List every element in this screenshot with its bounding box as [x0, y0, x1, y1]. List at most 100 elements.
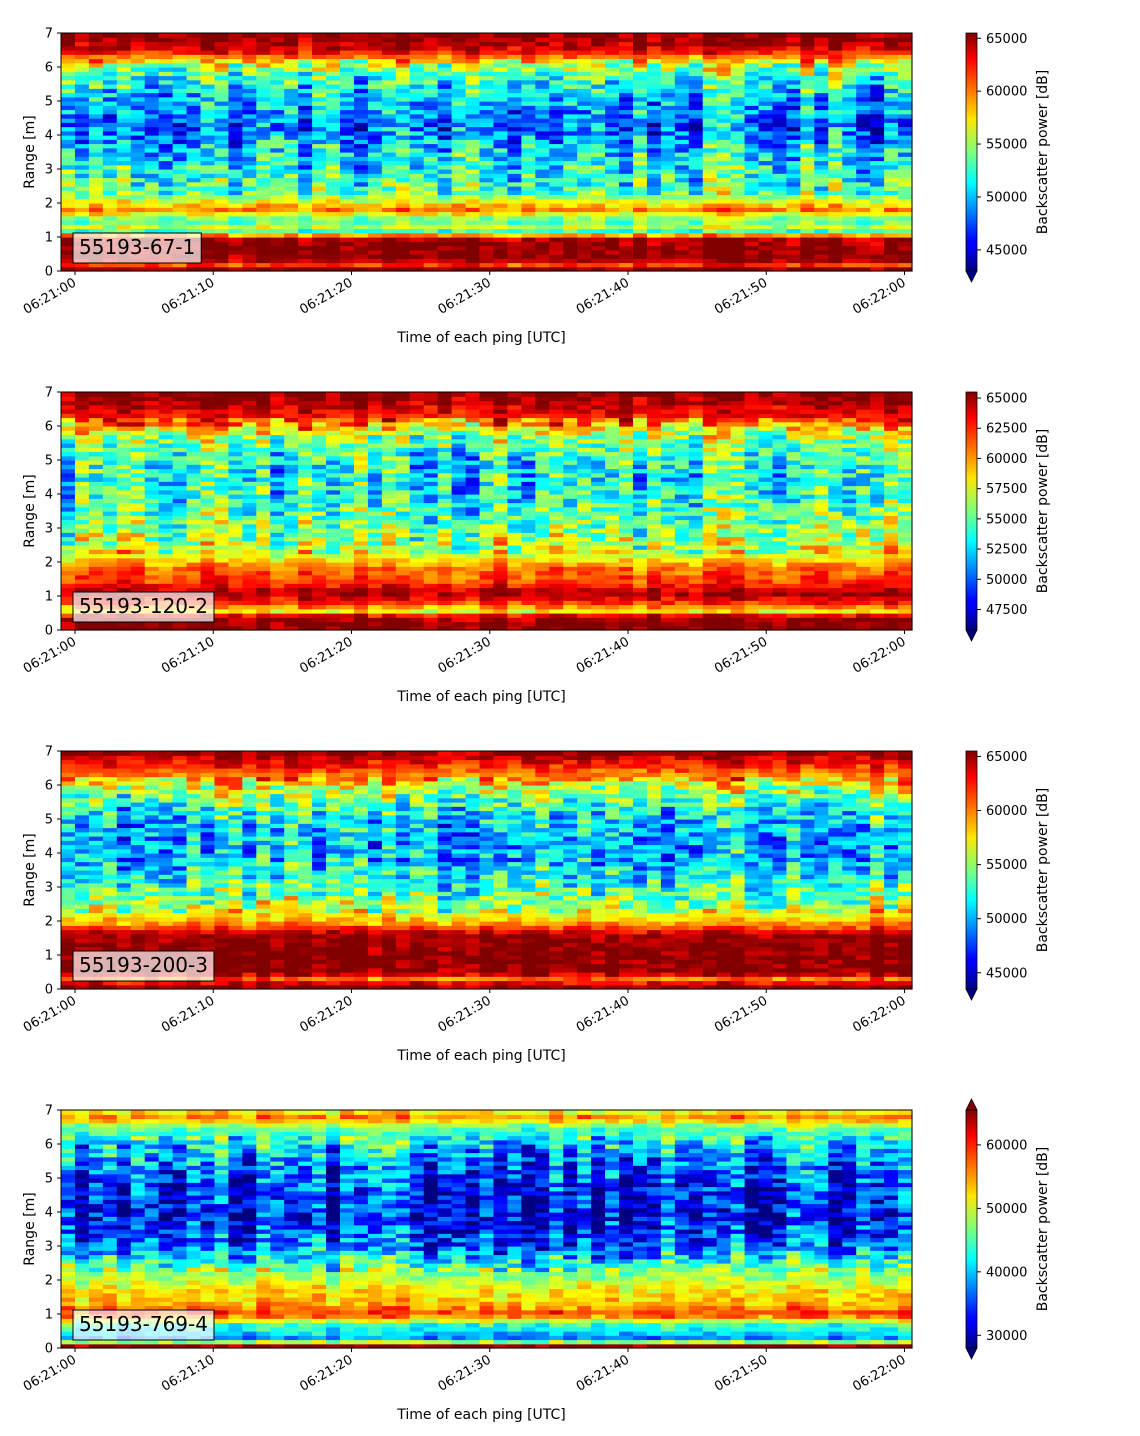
heatmap-cell [730, 173, 746, 179]
heatmap-cell [730, 105, 746, 111]
heatmap-cell [74, 472, 90, 478]
heatmap-cell [409, 545, 425, 550]
heatmap-cell [284, 608, 299, 614]
heatmap-cell [298, 164, 313, 170]
heatmap-cell [856, 258, 871, 264]
heatmap-cell [116, 392, 132, 397]
heatmap-cell [800, 37, 815, 43]
heatmap-cell [200, 152, 216, 157]
heatmap-cell [228, 587, 243, 593]
heatmap-cell [228, 562, 243, 567]
heatmap-cell [130, 194, 146, 200]
heatmap-cell [353, 617, 369, 623]
x-tick-label: 06:21:30 [436, 275, 494, 317]
heatmap-cell [549, 237, 564, 242]
heatmap-cell [381, 37, 397, 43]
heatmap-cell [353, 528, 369, 533]
heatmap-cell [730, 33, 746, 38]
heatmap-cell [479, 177, 495, 183]
heatmap-cell [423, 262, 439, 268]
heatmap-cell [465, 194, 481, 200]
heatmap-cell [493, 101, 509, 106]
heatmap-cell [298, 71, 313, 77]
heatmap-cell [437, 156, 453, 162]
heatmap-cell [395, 228, 411, 234]
heatmap-cell [437, 574, 453, 580]
heatmap-cell [632, 215, 648, 221]
heatmap-cell [465, 96, 481, 102]
heatmap-cell [214, 160, 230, 166]
heatmap-cell [367, 50, 383, 55]
heatmap-cell [158, 139, 174, 145]
heatmap-cell [214, 519, 230, 525]
heatmap-cell [74, 105, 90, 111]
heatmap-cell [186, 109, 202, 115]
heatmap-cell [256, 579, 271, 584]
heatmap-cell [88, 160, 104, 166]
heatmap-cell [326, 33, 341, 38]
heatmap-cell [898, 62, 913, 68]
heatmap-cell [395, 194, 411, 200]
heatmap-cell [312, 58, 327, 64]
heatmap-cell [298, 41, 313, 47]
heatmap-cell [828, 245, 843, 251]
heatmap-cell [814, 92, 829, 98]
heatmap-cell [214, 45, 230, 51]
heatmap-cell [74, 392, 90, 397]
heatmap-cell [270, 481, 285, 487]
heatmap-cell [312, 523, 327, 529]
heatmap-cell [256, 177, 271, 183]
heatmap-cell [74, 139, 90, 145]
heatmap-cell [898, 173, 913, 179]
heatmap-cell [214, 413, 230, 419]
heatmap-cell [242, 45, 257, 51]
heatmap-cell [674, 241, 690, 247]
heatmap-cell [674, 215, 690, 221]
heatmap-cell [842, 130, 857, 136]
heatmap-cell [88, 139, 104, 145]
heatmap-cell [674, 147, 690, 153]
heatmap-cell [144, 169, 160, 174]
heatmap-cell [200, 570, 216, 576]
heatmap-cell [200, 625, 216, 631]
heatmap-cell [242, 625, 257, 631]
heatmap-cell [716, 50, 732, 55]
heatmap-cell [367, 613, 383, 618]
heatmap-cell [409, 481, 425, 487]
heatmap-cell [702, 54, 718, 60]
heatmap-cell [158, 173, 174, 179]
heatmap-cell [256, 254, 271, 259]
heatmap-cell [814, 135, 829, 140]
heatmap-cell [353, 41, 369, 47]
heatmap-cell [298, 409, 313, 414]
heatmap-cell [772, 152, 788, 157]
heatmap-cell [88, 443, 104, 448]
heatmap-cell [284, 451, 299, 457]
heatmap-cell [898, 156, 913, 162]
heatmap-cell [298, 173, 313, 179]
heatmap-cell [74, 579, 90, 584]
heatmap-cell [130, 494, 146, 499]
heatmap-cell [493, 118, 509, 123]
heatmap-cell [856, 96, 871, 102]
heatmap-cell [284, 540, 299, 546]
heatmap-cell [409, 485, 425, 491]
heatmap-cell [632, 113, 648, 119]
heatmap-cell [284, 392, 299, 397]
heatmap-cell [465, 41, 481, 47]
heatmap-cell [116, 169, 132, 174]
heatmap-cell [772, 207, 788, 213]
heatmap-cell [172, 447, 188, 453]
heatmap-cell [702, 37, 718, 43]
heatmap-cell [186, 220, 202, 225]
heatmap-cell [367, 468, 383, 474]
heatmap-cell [786, 135, 801, 140]
heatmap-cell [144, 190, 160, 196]
heatmap-cell [158, 583, 174, 589]
heatmap-cell [326, 489, 341, 495]
heatmap-cell [577, 54, 592, 60]
heatmap-cell [256, 562, 271, 567]
heatmap-cell [730, 45, 746, 51]
heatmap-cell [228, 583, 243, 589]
heatmap-cell [786, 139, 801, 145]
